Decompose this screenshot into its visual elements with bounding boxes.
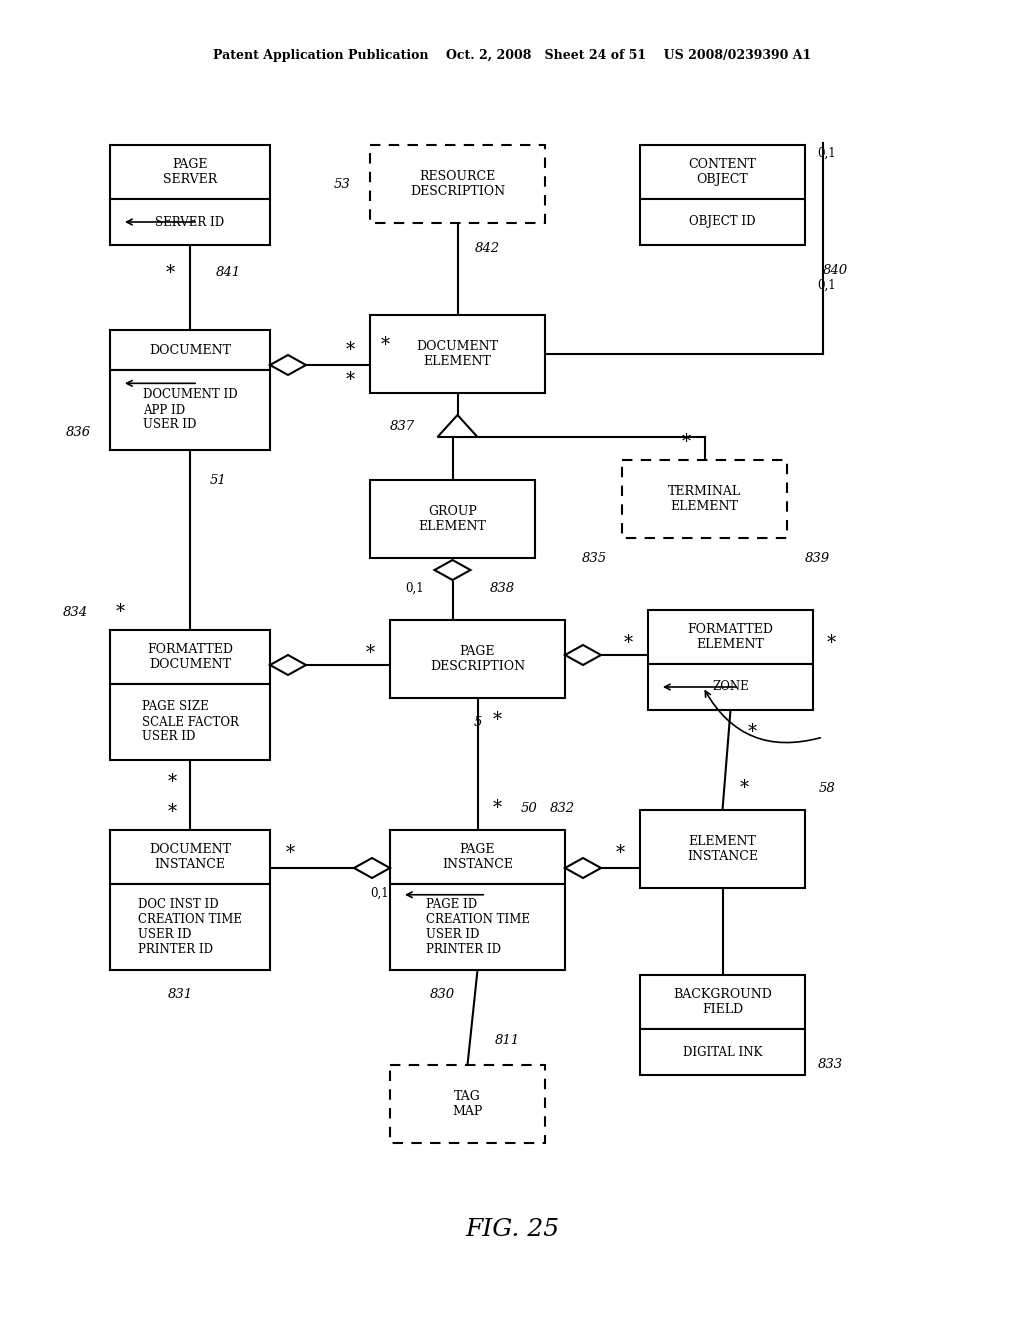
- Polygon shape: [270, 355, 306, 375]
- Bar: [640, 145, 805, 199]
- Text: ZONE: ZONE: [712, 681, 749, 693]
- Text: PAGE ID
CREATION TIME
USER ID
PRINTER ID: PAGE ID CREATION TIME USER ID PRINTER ID: [426, 898, 529, 956]
- Bar: [640, 199, 805, 246]
- Text: TERMINAL
ELEMENT: TERMINAL ELEMENT: [668, 484, 741, 513]
- Text: *: *: [286, 843, 295, 862]
- Text: *: *: [740, 779, 750, 797]
- Bar: [370, 480, 535, 558]
- Text: DOCUMENT
INSTANCE: DOCUMENT INSTANCE: [150, 843, 231, 871]
- Text: FORMATTED
ELEMENT: FORMATTED ELEMENT: [687, 623, 773, 651]
- Text: 833: 833: [817, 1059, 843, 1072]
- Text: ELEMENT
INSTANCE: ELEMENT INSTANCE: [687, 836, 758, 863]
- Text: SERVER ID: SERVER ID: [156, 215, 224, 228]
- Bar: [390, 620, 565, 698]
- Polygon shape: [565, 645, 601, 665]
- Text: CONTENT
OBJECT: CONTENT OBJECT: [688, 158, 757, 186]
- Text: *: *: [826, 634, 836, 652]
- Bar: [640, 975, 805, 1030]
- Text: 830: 830: [430, 989, 455, 1002]
- Bar: [648, 610, 813, 664]
- Bar: [390, 1065, 545, 1143]
- Text: 832: 832: [550, 801, 575, 814]
- Text: RESOURCE
DESCRIPTION: RESOURCE DESCRIPTION: [410, 170, 505, 198]
- Text: TAG
MAP: TAG MAP: [453, 1090, 482, 1118]
- Text: PAGE
INSTANCE: PAGE INSTANCE: [442, 843, 513, 871]
- Text: *: *: [748, 723, 757, 741]
- Text: *: *: [493, 711, 502, 729]
- Text: 58: 58: [818, 781, 836, 795]
- Text: 0,1: 0,1: [371, 887, 389, 899]
- Polygon shape: [437, 414, 477, 437]
- Text: *: *: [682, 433, 691, 451]
- Text: 838: 838: [489, 582, 515, 594]
- Text: 50: 50: [521, 801, 538, 814]
- Text: *: *: [166, 264, 174, 282]
- Bar: [110, 145, 270, 199]
- Text: *: *: [168, 803, 176, 821]
- Bar: [110, 370, 270, 450]
- Text: *: *: [493, 799, 502, 817]
- Text: *: *: [116, 603, 125, 620]
- Bar: [370, 315, 545, 393]
- Bar: [110, 684, 270, 760]
- Text: 841: 841: [215, 267, 241, 280]
- Text: 5: 5: [473, 717, 481, 730]
- Text: *: *: [381, 337, 389, 354]
- Polygon shape: [270, 655, 306, 675]
- Text: Patent Application Publication    Oct. 2, 2008   Sheet 24 of 51    US 2008/02393: Patent Application Publication Oct. 2, 2…: [213, 49, 811, 62]
- Text: 836: 836: [66, 425, 90, 438]
- Bar: [110, 630, 270, 684]
- Text: BACKGROUND
FIELD: BACKGROUND FIELD: [673, 987, 772, 1016]
- Text: GROUP
ELEMENT: GROUP ELEMENT: [419, 506, 486, 533]
- Polygon shape: [434, 560, 470, 579]
- Text: DOCUMENT
ELEMENT: DOCUMENT ELEMENT: [417, 341, 499, 368]
- Text: DOC INST ID
CREATION TIME
USER ID
PRINTER ID: DOC INST ID CREATION TIME USER ID PRINTE…: [138, 898, 242, 956]
- Text: OBJECT ID: OBJECT ID: [689, 215, 756, 228]
- Text: PAGE
DESCRIPTION: PAGE DESCRIPTION: [430, 645, 525, 673]
- Text: *: *: [345, 371, 354, 389]
- Text: 811: 811: [495, 1034, 520, 1047]
- Bar: [622, 459, 787, 539]
- Text: DIGITAL INK: DIGITAL INK: [683, 1045, 762, 1059]
- Text: 840: 840: [822, 264, 848, 276]
- Text: PAGE SIZE
SCALE FACTOR
USER ID: PAGE SIZE SCALE FACTOR USER ID: [141, 701, 239, 743]
- Text: FIG. 25: FIG. 25: [465, 1218, 559, 1242]
- Bar: [390, 884, 565, 970]
- Polygon shape: [354, 858, 390, 878]
- Text: 53: 53: [334, 177, 350, 190]
- Text: 0,1: 0,1: [818, 279, 837, 292]
- Text: *: *: [345, 341, 354, 359]
- Text: *: *: [615, 843, 625, 862]
- Text: 831: 831: [168, 989, 193, 1002]
- Text: 0,1: 0,1: [818, 147, 837, 160]
- Text: PAGE
SERVER: PAGE SERVER: [163, 158, 217, 186]
- Text: 51: 51: [210, 474, 226, 487]
- Text: DOCUMENT ID
APP ID
USER ID: DOCUMENT ID APP ID USER ID: [142, 388, 238, 432]
- Bar: [390, 830, 565, 884]
- Polygon shape: [565, 858, 601, 878]
- Text: FORMATTED
DOCUMENT: FORMATTED DOCUMENT: [147, 643, 233, 671]
- Text: *: *: [168, 774, 176, 791]
- Text: *: *: [624, 634, 633, 652]
- Bar: [110, 884, 270, 970]
- Bar: [110, 830, 270, 884]
- Text: 834: 834: [62, 606, 88, 619]
- Text: DOCUMENT: DOCUMENT: [150, 343, 231, 356]
- Bar: [640, 810, 805, 888]
- Bar: [370, 145, 545, 223]
- Text: 837: 837: [390, 421, 415, 433]
- Bar: [640, 1030, 805, 1074]
- Bar: [648, 664, 813, 710]
- Bar: [110, 199, 270, 246]
- Text: 835: 835: [582, 552, 606, 565]
- Text: 0,1: 0,1: [406, 582, 424, 594]
- Bar: [110, 330, 270, 370]
- Text: 839: 839: [805, 552, 829, 565]
- Text: 842: 842: [475, 242, 500, 255]
- Text: *: *: [366, 644, 375, 663]
